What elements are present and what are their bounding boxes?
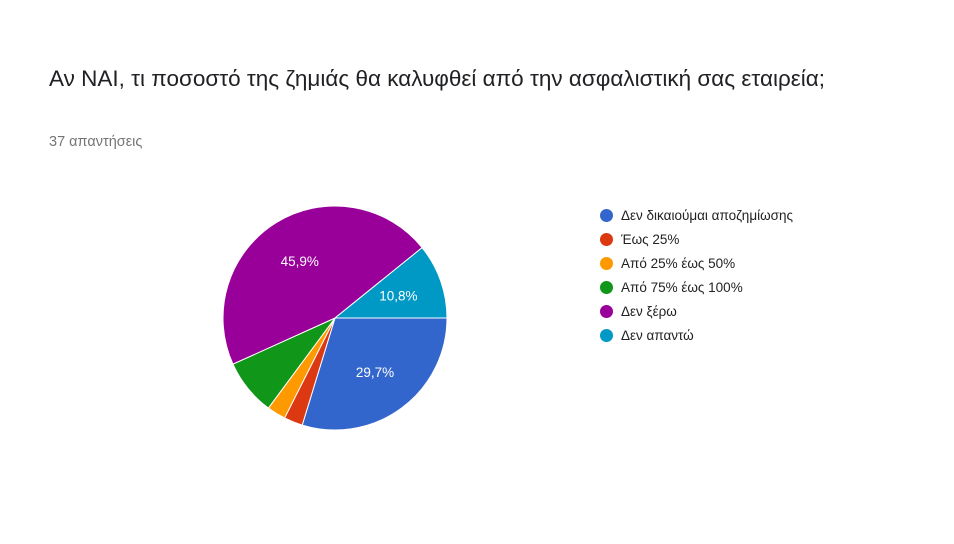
pie-slice-0[interactable] [301, 317, 448, 431]
legend-item[interactable]: Δεν δικαιούμαι αποζημίωσης [600, 203, 793, 227]
legend-swatch-icon [600, 328, 613, 342]
response-count: 37 απαντήσεις [49, 134, 143, 150]
pie-slice-label-0: 29,7% [356, 365, 394, 380]
pie-slice-4[interactable] [222, 205, 423, 365]
legend-item[interactable]: Από 25% έως 50% [600, 251, 793, 275]
legend-label: Έως 25% [621, 231, 680, 247]
chart-legend: Δεν δικαιούμαι αποζημίωσης Έως 25% Από 25%… [600, 203, 793, 347]
legend-swatch-icon [600, 304, 613, 318]
legend-label: Από 75% έως 100% [621, 279, 743, 295]
pie-chart: 29,7% 45,9% 10,8% [215, 198, 455, 438]
pie-svg: 29,7% 45,9% 10,8% [222, 205, 448, 431]
pie-slice-label-4: 45,9% [281, 254, 319, 269]
legend-swatch-icon [600, 232, 613, 246]
legend-label: Δεν απαντώ [621, 327, 694, 343]
legend-item[interactable]: Από 75% έως 100% [600, 275, 793, 299]
pie-slice-label-5: 10,8% [379, 289, 417, 304]
legend-item[interactable]: Δεν ξέρω [600, 299, 793, 323]
legend-swatch-icon [600, 208, 613, 222]
legend-swatch-icon [600, 256, 613, 270]
chart-title: Αν ΝΑΙ, τι ποσοστό της ζημιάς θα καλυφθε… [49, 66, 826, 91]
legend-label: Από 25% έως 50% [621, 255, 736, 271]
legend-item[interactable]: Έως 25% [600, 227, 793, 251]
pie-slice-5[interactable] [333, 246, 448, 319]
legend-item[interactable]: Δεν απαντώ [600, 323, 793, 347]
legend-label: Δεν δικαιούμαι αποζημίωσης [621, 207, 793, 223]
legend-label: Δεν ξέρω [621, 303, 677, 319]
legend-swatch-icon [600, 280, 613, 294]
